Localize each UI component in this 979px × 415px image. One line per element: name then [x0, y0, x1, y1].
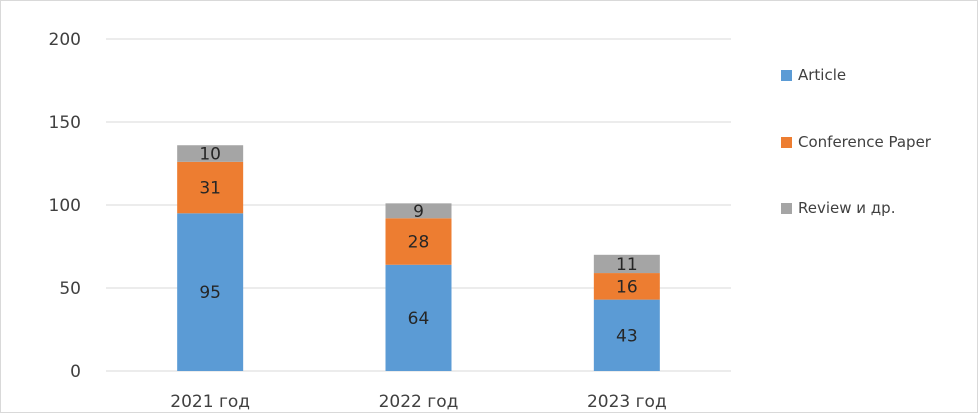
data-label: 16: [616, 277, 638, 297]
bar-segment-review--1: [385, 203, 452, 219]
data-label: 9: [413, 202, 424, 222]
data-label: 31: [199, 179, 221, 199]
bar-segment-conference-paper-0: [177, 161, 244, 214]
y-tick-label: 0: [70, 362, 81, 382]
data-label: 43: [616, 326, 638, 346]
legend-label: Review и др.: [798, 199, 895, 217]
legend-swatch: [781, 203, 792, 214]
bar-segment-conference-paper-2: [593, 273, 660, 300]
legend: Article Conference Paper Review и др.: [781, 66, 932, 217]
data-label: 11: [616, 255, 638, 275]
legend-swatch: [781, 137, 792, 148]
data-label: 28: [408, 233, 430, 253]
legend-label: Article: [798, 66, 846, 84]
data-label: 95: [199, 283, 221, 303]
data-label: 64: [408, 309, 430, 329]
bar-segment-review--2: [593, 254, 660, 274]
bar-segment-conference-paper-1: [385, 218, 452, 265]
bar-segment-review--0: [177, 145, 244, 162]
bar-segment-article-0: [177, 213, 244, 371]
y-tick-label: 200: [49, 30, 81, 50]
bar-segment-article-2: [593, 299, 660, 371]
y-tick-label: 100: [49, 196, 81, 216]
y-tick-label: 150: [49, 113, 81, 133]
bar-segment-article-1: [385, 264, 452, 371]
x-axis: 2021 год 2022 год 2023 год: [170, 392, 666, 412]
legend-swatch: [781, 70, 792, 81]
y-tick-label: 50: [59, 279, 81, 299]
data-label: 10: [199, 145, 221, 165]
legend-label: Conference Paper: [798, 133, 932, 151]
y-axis: 0 50 100 150 200: [49, 30, 81, 382]
x-category-label: 2021 год: [170, 392, 250, 412]
x-category-label: 2022 год: [379, 392, 459, 412]
x-category-label: 2023 год: [587, 392, 667, 412]
